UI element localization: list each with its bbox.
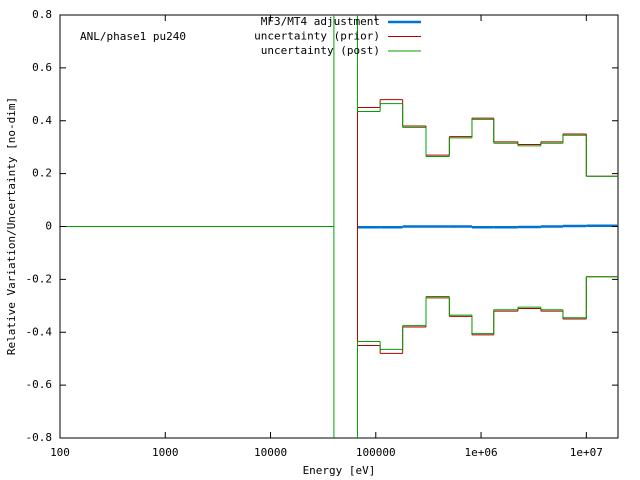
x-axis-label: Energy [eV] [303, 464, 376, 477]
y-tick-label: 0 [45, 220, 52, 233]
legend-label: uncertainty (prior) [254, 30, 380, 43]
x-tick-label: 1e+07 [570, 446, 603, 459]
legend-label: uncertainty (post) [261, 44, 380, 57]
plot-area [60, 15, 618, 438]
legend-label: MF3/MT4 adjustment [261, 15, 380, 28]
annotation: ANL/phase1 pu240 [80, 30, 186, 43]
x-tick-label: 10000 [254, 446, 287, 459]
y-tick-label: -0.2 [26, 272, 53, 285]
y-tick-label: 0.2 [32, 167, 52, 180]
x-tick-label: 1e+06 [464, 446, 497, 459]
y-tick-label: 0.4 [32, 114, 52, 127]
x-tick-label: 100 [50, 446, 70, 459]
y-tick-label: -0.4 [26, 325, 53, 338]
y-tick-label: -0.6 [26, 378, 53, 391]
y-tick-label: 0.6 [32, 61, 52, 74]
y-tick-label: 0.8 [32, 8, 52, 21]
x-tick-label: 100000 [356, 446, 396, 459]
x-tick-label: 1000 [152, 446, 179, 459]
y-tick-label: -0.8 [26, 431, 53, 444]
y-axis-label: Relative Variation/Uncertainty [no-dim] [5, 97, 18, 355]
